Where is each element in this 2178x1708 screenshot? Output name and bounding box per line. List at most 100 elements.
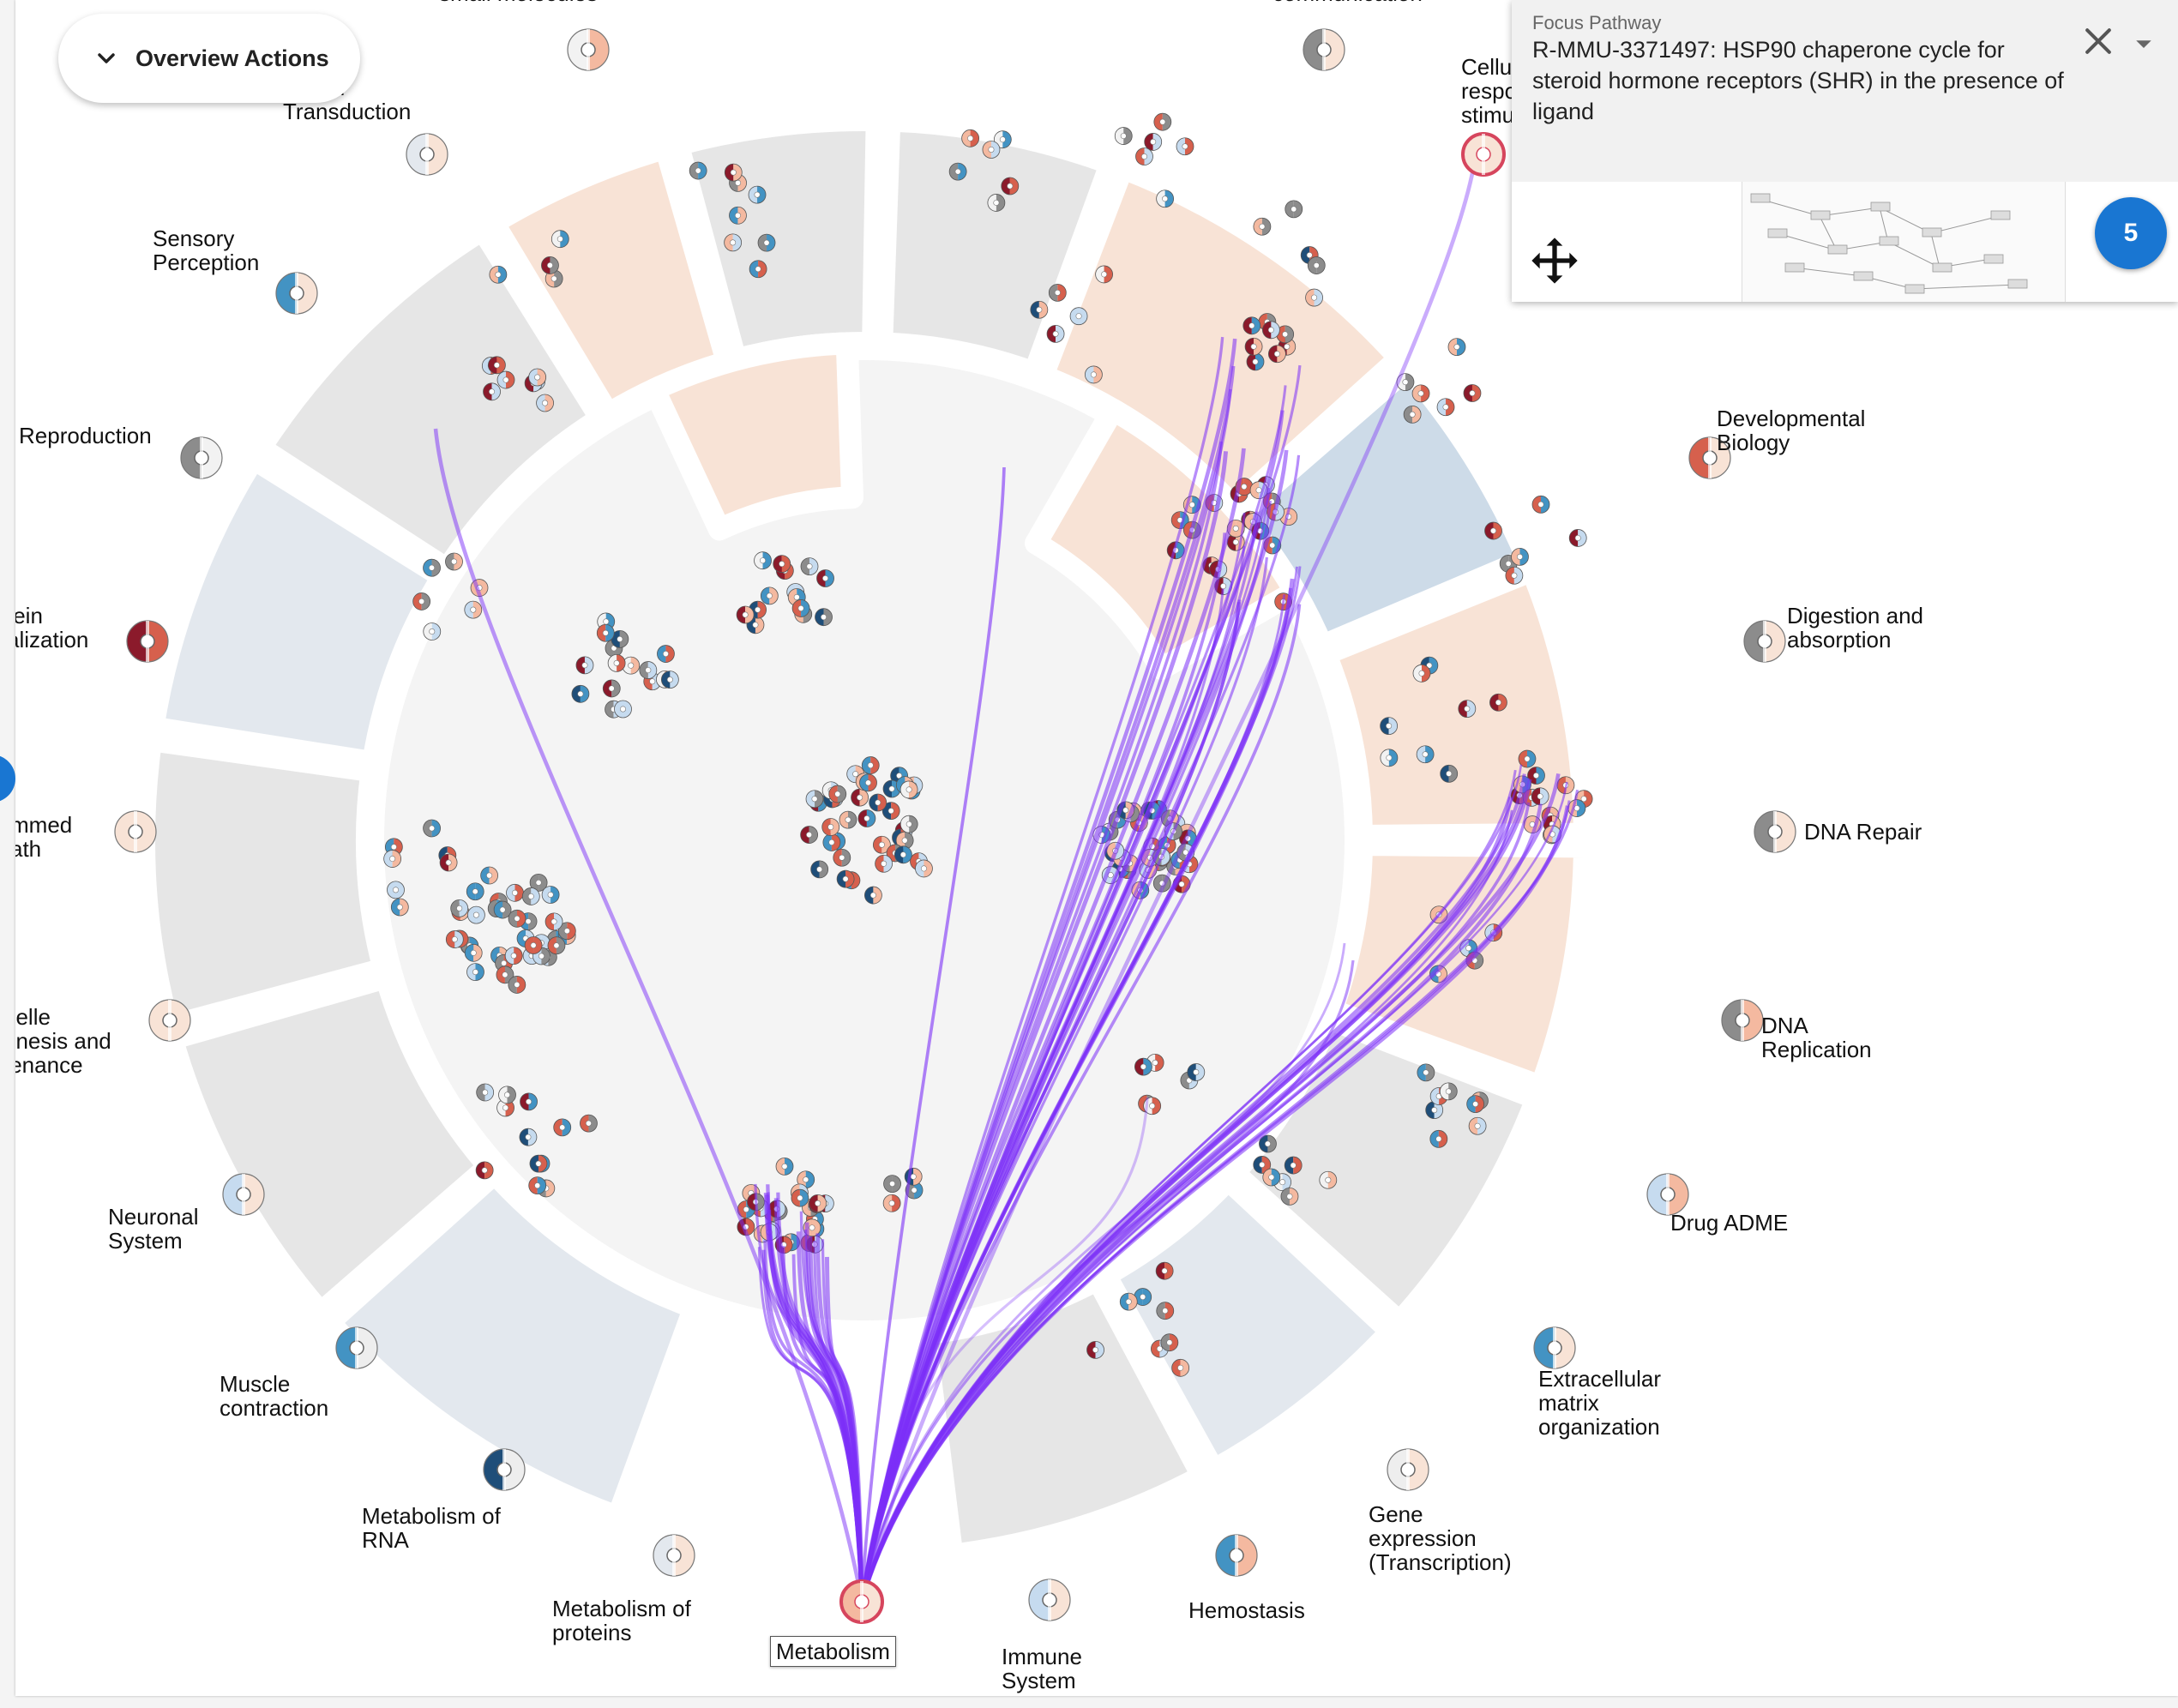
pathway-node-336[interactable] <box>1244 337 1263 356</box>
pathway-node-228[interactable] <box>596 623 615 642</box>
pathway-node-29[interactable] <box>757 233 776 252</box>
pathway-node-35[interactable] <box>987 194 1006 212</box>
pathway-node-289[interactable] <box>747 1193 765 1212</box>
pathway-node-174[interactable] <box>541 886 560 904</box>
pathway-node-154[interactable] <box>464 943 483 962</box>
pathway-node-31[interactable] <box>749 260 767 279</box>
pathway-node-181[interactable] <box>450 899 469 917</box>
pathway-node-64[interactable] <box>1531 495 1550 514</box>
pathway-node-88[interactable] <box>1439 1082 1458 1101</box>
pathway-node-134[interactable] <box>800 826 818 844</box>
pathway-node-292[interactable] <box>809 1194 827 1212</box>
pathway-node-99[interactable] <box>1086 1340 1104 1359</box>
pathway-node-66[interactable] <box>1505 566 1524 585</box>
pathway-node-168[interactable] <box>493 900 512 919</box>
category-node-cellular-responses[interactable] <box>1461 132 1506 177</box>
pathway-node-249[interactable] <box>773 555 791 574</box>
close-icon[interactable] <box>2079 22 2117 60</box>
category-label-protein-localization[interactable]: tein alization <box>15 603 89 653</box>
pathway-node-33[interactable] <box>1001 177 1020 195</box>
pathway-node-101[interactable] <box>1155 1261 1174 1280</box>
pathway-node-169[interactable] <box>521 887 540 905</box>
pathway-node-165[interactable] <box>466 882 484 901</box>
category-node-metabolism-of-rna[interactable] <box>483 1448 526 1491</box>
pathway-node-14[interactable] <box>387 881 405 899</box>
pathway-node-30[interactable] <box>689 161 707 180</box>
pathway-node-140[interactable] <box>805 790 824 809</box>
pathway-node-24[interactable] <box>551 230 569 249</box>
move-icon[interactable] <box>1527 233 1582 288</box>
pathway-node-15[interactable] <box>390 898 409 917</box>
category-label-hemostasis[interactable]: Hemostasis <box>1188 1597 1305 1623</box>
category-node-reproduction[interactable] <box>180 436 223 479</box>
category-segment-5[interactable] <box>160 965 501 1325</box>
pathway-node-32[interactable] <box>724 233 743 252</box>
pathway-node-56[interactable] <box>1463 384 1482 402</box>
pathway-node-11[interactable] <box>412 592 431 610</box>
category-node-immune-system[interactable] <box>1028 1579 1071 1621</box>
pathway-node-146[interactable] <box>861 756 880 774</box>
pathway-node-47[interactable] <box>1069 307 1088 326</box>
category-label-extracellular-matrix[interactable]: Extracellular matrix organization <box>1538 1366 1662 1440</box>
category-node-digestion-absorption[interactable] <box>1743 620 1786 663</box>
pathway-node-254[interactable] <box>580 1114 598 1133</box>
category-segment-6[interactable] <box>133 729 395 1038</box>
category-node-signal-transduction[interactable] <box>406 133 448 176</box>
pathway-node-240[interactable] <box>816 569 834 587</box>
pathway-node-71[interactable] <box>1412 664 1431 683</box>
pathway-node-261[interactable] <box>475 1161 494 1180</box>
pathway-node-45[interactable] <box>1046 324 1065 343</box>
category-label-muscle-contraction[interactable]: Muscle contraction <box>220 1371 329 1421</box>
pathway-node-43[interactable] <box>1135 147 1153 165</box>
pathway-node-137[interactable] <box>893 845 912 864</box>
pathway-node-265[interactable] <box>1187 1063 1206 1081</box>
category-node-small-molecules[interactable] <box>567 28 610 71</box>
pathway-node-333[interactable] <box>1246 352 1265 371</box>
pathway-node-34[interactable] <box>948 162 967 181</box>
category-node-neuronal-system[interactable] <box>222 1173 265 1216</box>
category-node-protein-localization[interactable] <box>126 620 169 663</box>
category-node-muscle-contraction[interactable] <box>335 1326 378 1369</box>
pathway-node-335[interactable] <box>1242 316 1261 335</box>
pathway-node-18[interactable] <box>439 853 458 872</box>
pathway-node-141[interactable] <box>859 773 877 792</box>
category-node-sensory-perception[interactable] <box>275 272 318 315</box>
category-label-dna-replication[interactable]: DNA Replication <box>1761 1013 1872 1062</box>
pathway-node-234[interactable] <box>614 700 632 719</box>
pathway-node-260[interactable] <box>519 1128 538 1146</box>
pathway-node-44[interactable] <box>1153 112 1172 131</box>
left-panel-toggle[interactable] <box>0 755 15 803</box>
pathway-node-19[interactable] <box>383 850 402 868</box>
category-label-small-molecules[interactable]: small molecules <box>439 0 598 5</box>
pathway-node-9[interactable] <box>423 622 442 640</box>
pathway-node-160[interactable] <box>544 912 563 931</box>
category-label-metabolism-of-rna[interactable]: Metabolism of RNA <box>362 1503 501 1553</box>
category-segment-11[interactable] <box>870 109 1122 384</box>
category-node-drug-adme[interactable] <box>1646 1173 1689 1216</box>
pathway-node-131[interactable] <box>915 859 933 878</box>
pathway-node-52[interactable] <box>1285 200 1303 219</box>
pathway-node-147[interactable] <box>875 854 893 873</box>
pathway-node-10[interactable] <box>445 552 463 571</box>
pathway-node-67[interactable] <box>1484 521 1502 540</box>
pathway-node-157[interactable] <box>506 883 524 902</box>
pathway-node-321[interactable] <box>1518 749 1537 768</box>
pathway-node-21[interactable] <box>544 269 563 288</box>
pathway-node-114[interactable] <box>890 767 909 785</box>
pathway-node-84[interactable] <box>1466 1095 1485 1114</box>
category-node-gene-expression[interactable] <box>1387 1448 1429 1491</box>
pathway-node-63[interactable] <box>1511 547 1529 566</box>
pathway-node-93[interactable] <box>1262 1168 1281 1187</box>
pathway-node-126[interactable] <box>839 810 857 829</box>
pathway-node-13[interactable] <box>423 558 441 577</box>
pathway-node-59[interactable] <box>1411 384 1430 403</box>
pathway-node-85[interactable] <box>1417 1063 1435 1082</box>
pathway-node-12[interactable] <box>464 600 483 619</box>
pathway-node-177[interactable] <box>524 936 543 954</box>
pathway-node-111[interactable] <box>864 886 882 905</box>
pathway-node-65[interactable] <box>1568 529 1587 547</box>
pathway-node-246[interactable] <box>791 599 810 617</box>
pathway-node-54[interactable] <box>1253 217 1272 236</box>
pathway-node-161[interactable] <box>529 873 548 892</box>
pathway-node-284[interactable] <box>791 1188 809 1207</box>
